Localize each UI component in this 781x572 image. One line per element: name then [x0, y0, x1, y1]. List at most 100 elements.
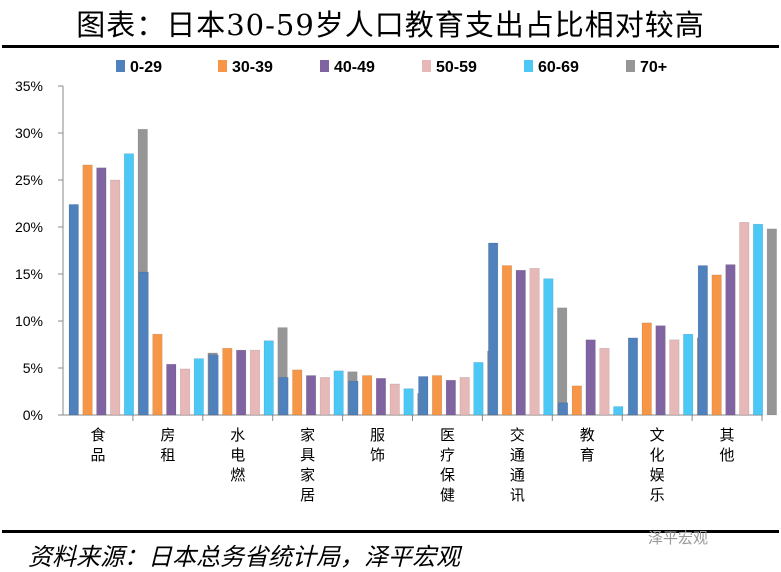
bar-70+ [766, 228, 777, 416]
bar-40-49 [515, 269, 526, 416]
watermark: 泽平宏观 [648, 529, 709, 547]
bar-40-49 [445, 379, 456, 416]
bar-60-69 [263, 340, 274, 416]
bar-0-29 [278, 377, 289, 416]
y-tick-label: 30% [15, 125, 43, 141]
x-tick-label: 疗 [440, 446, 455, 464]
legend-swatch [422, 60, 431, 72]
bar-40-49 [236, 349, 247, 416]
bar-60-69 [613, 406, 624, 416]
legend-swatch [116, 60, 125, 72]
y-tick-label: 35% [15, 78, 43, 94]
bar-60-69 [752, 223, 764, 416]
x-tick-label: 保 [440, 466, 455, 484]
x-tick-label: 通 [510, 446, 525, 464]
bar-30-39 [431, 375, 443, 416]
bar-0-29 [208, 354, 219, 416]
title-rule [2, 45, 779, 48]
x-tick-label: 家 [300, 426, 315, 444]
legend-label: 0-29 [130, 59, 162, 76]
x-tick-label: 食 [90, 426, 105, 444]
bar-0-29 [697, 265, 708, 416]
x-tick-label: 化 [650, 446, 665, 464]
bar-40-49 [166, 363, 177, 416]
source-note: 资料来源：日本总务省统计局，泽平宏观 [28, 543, 460, 571]
y-tick-label: 25% [15, 172, 43, 188]
x-tick-label: 讯 [510, 486, 525, 504]
bar-30-39 [152, 333, 163, 416]
x-tick-label: 租 [160, 446, 175, 464]
bar-60-69 [543, 278, 554, 416]
legend-swatch [218, 60, 227, 72]
bar-50-59 [599, 347, 610, 416]
bar-40-49 [725, 264, 736, 416]
x-tick-label: 乐 [650, 486, 665, 504]
bar-30-39 [501, 265, 513, 416]
legend-label: 30-39 [232, 59, 273, 76]
x-tick-label: 电 [230, 446, 245, 464]
bar-30-39 [711, 274, 722, 416]
bar-60-69 [683, 333, 694, 416]
bar-50-59 [669, 339, 680, 416]
x-tick-label: 娱 [650, 466, 665, 484]
legend-label: 50-59 [436, 59, 477, 76]
x-tick-label: 燃 [230, 466, 245, 484]
x-tick-label: 饰 [370, 446, 385, 464]
x-tick-label: 医 [440, 426, 455, 444]
bar-50-59 [180, 368, 191, 416]
bar-50-59 [319, 377, 330, 416]
bar-50-59 [529, 268, 540, 416]
x-tick-label: 其 [720, 426, 735, 444]
y-tick-label: 0% [23, 407, 43, 423]
x-tick-label: 交 [510, 426, 525, 444]
y-tick-label: 15% [15, 266, 43, 282]
x-tick-label: 教 [580, 426, 595, 444]
bar-50-59 [389, 383, 400, 416]
bar-0-29 [418, 376, 429, 416]
bar-30-39 [292, 369, 303, 416]
x-tick-label: 服 [370, 426, 385, 444]
bar-60-69 [473, 362, 484, 416]
bar-0-29 [627, 337, 639, 416]
bar-0-29 [348, 380, 359, 416]
y-tick-label: 10% [15, 313, 43, 329]
bar-70+ [557, 307, 568, 416]
legend-label: 40-49 [334, 59, 375, 76]
x-tick-label: 具 [300, 446, 315, 464]
bar-60-69 [403, 388, 414, 416]
bar-50-59 [110, 179, 121, 416]
bar-50-59 [249, 349, 260, 416]
bar-0-29 [488, 242, 499, 416]
bar-40-49 [305, 375, 317, 416]
bar-40-49 [96, 167, 107, 416]
chart-title: 图表：日本30-59岁人口教育支出占比相对较高 [76, 8, 705, 42]
legend-swatch [524, 60, 533, 72]
legend-swatch [626, 60, 635, 72]
legend-label: 60-69 [538, 59, 579, 76]
source-rule [2, 530, 779, 533]
x-tick-label: 文 [650, 426, 665, 444]
y-tick-label: 5% [23, 360, 43, 376]
bar-50-59 [739, 222, 750, 416]
bar-30-39 [571, 385, 582, 416]
x-tick-label: 房 [160, 426, 175, 444]
x-tick-label: 居 [300, 486, 315, 504]
bar-30-39 [222, 347, 233, 416]
bar-0-29 [557, 402, 569, 416]
y-tick-label: 20% [15, 219, 43, 235]
bar-0-29 [68, 204, 79, 416]
x-tick-label: 通 [510, 466, 525, 484]
bar-40-49 [655, 325, 666, 416]
x-tick-label: 水 [230, 426, 245, 444]
bar-40-49 [375, 378, 387, 416]
legend-label: 70+ [640, 59, 667, 76]
bar-30-39 [641, 322, 652, 416]
bar-0-29 [138, 271, 149, 416]
x-tick-label: 品 [90, 446, 105, 464]
x-tick-label: 他 [720, 446, 735, 464]
bar-40-49 [585, 339, 596, 416]
bar-60-69 [333, 370, 344, 416]
x-tick-label: 家 [300, 466, 315, 484]
bar-60-69 [123, 153, 134, 416]
